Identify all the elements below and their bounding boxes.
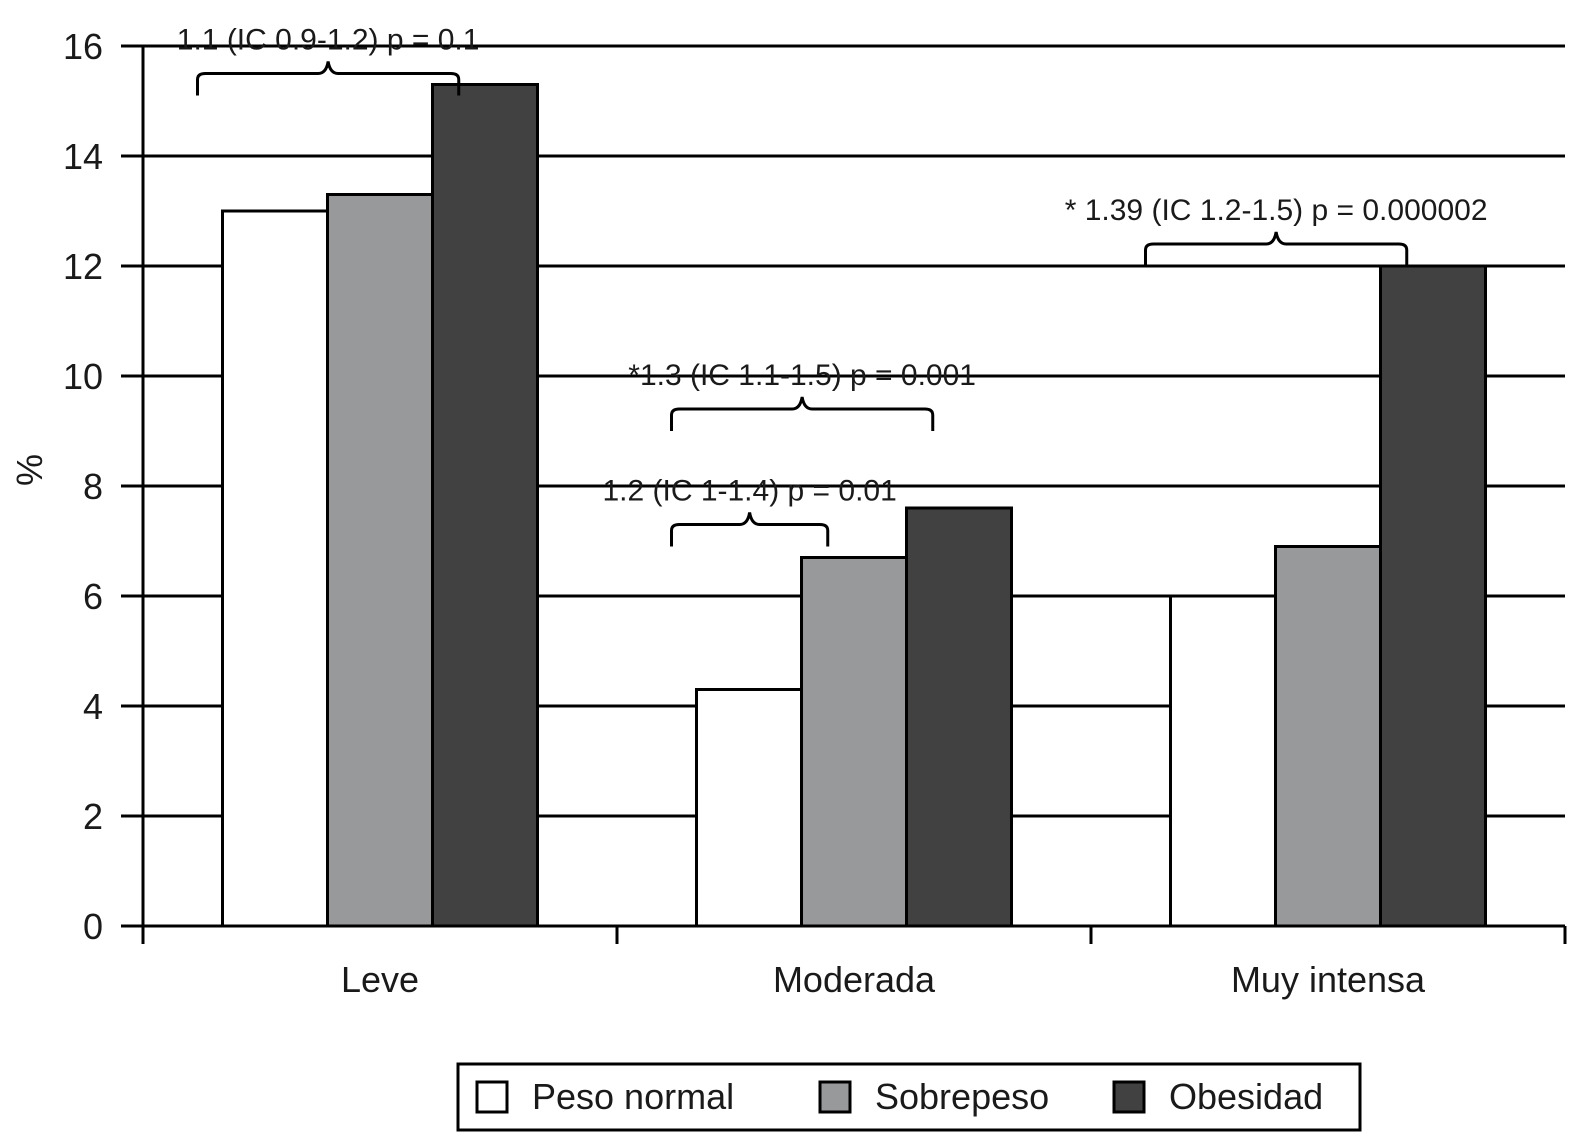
- y-tick-label: 2: [83, 796, 103, 837]
- bar-peso-normal: [695, 688, 803, 928]
- x-tick-label: Muy intensa: [1231, 959, 1426, 1000]
- annotations: 1.1 (IC 0.9-1.2) p = 0.1 1.2 (IC 1-1.4) p…: [177, 24, 1488, 547]
- y-tick-label: 6: [83, 576, 103, 617]
- legend: Peso normal Sobrepeso Obesidad: [456, 1062, 1362, 1132]
- bar-sobrepeso: [326, 193, 434, 928]
- bar-obesidad: [905, 506, 1013, 928]
- y-tick-label: 10: [63, 356, 103, 397]
- annotation-label: * 1.39 (IC 1.2-1.5) p = 0.000002: [1065, 194, 1488, 227]
- y-axis-title: %: [9, 454, 50, 486]
- annotation-brace: [670, 396, 935, 431]
- bar-peso-normal: [221, 209, 329, 928]
- legend-swatch: [475, 1080, 509, 1114]
- annotation-label: 1.2 (IC 1-1.4) p = 0.01: [602, 475, 896, 508]
- y-tick-label: 14: [63, 136, 103, 177]
- x-tick-label: Leve: [341, 959, 419, 1000]
- annotation-brace: [670, 512, 830, 547]
- annotation-brace: [196, 61, 461, 96]
- axes: 0 2 4 6 8 10 12 14 16 Leve Moderada Muy intensa: [63, 26, 1567, 1000]
- legend-swatch: [1112, 1080, 1146, 1114]
- legend-swatch: [818, 1080, 852, 1114]
- annotation-label: *1.3 (IC 1.1-1.5) p = 0.001: [628, 359, 976, 392]
- legend-label: Obesidad: [1169, 1076, 1323, 1117]
- y-tick-label: 8: [83, 466, 103, 507]
- y-tick-label: 4: [83, 686, 103, 727]
- y-tick-label: 0: [83, 906, 103, 947]
- bar-sobrepeso: [800, 556, 908, 928]
- legend-box: [456, 1062, 1362, 1132]
- x-tick-label: Moderada: [773, 959, 936, 1000]
- y-tick-label: 12: [63, 246, 103, 287]
- bars: [221, 83, 1487, 928]
- annotation-brace: [1144, 231, 1409, 266]
- annotation-label: 1.1 (IC 0.9-1.2) p = 0.1: [177, 24, 480, 57]
- legend-label: Sobrepeso: [875, 1076, 1049, 1117]
- bar-obesidad: [431, 83, 539, 928]
- y-tick-label: 16: [63, 26, 103, 67]
- legend-label: Peso normal: [532, 1076, 734, 1117]
- bar-obesidad: [1379, 264, 1487, 928]
- bar-sobrepeso: [1274, 545, 1382, 928]
- bar-peso-normal: [1169, 594, 1277, 928]
